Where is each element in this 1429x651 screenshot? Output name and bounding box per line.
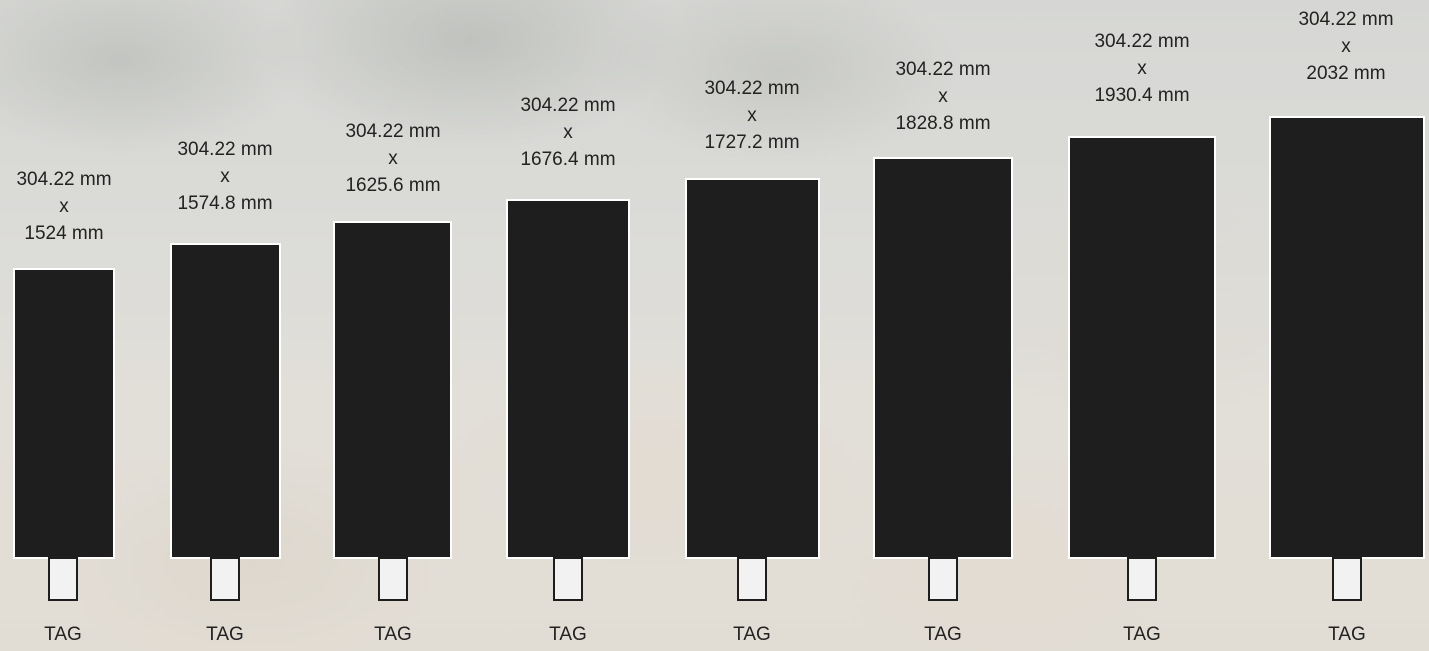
tag-label: TAG [733, 624, 771, 645]
banner-panel [1269, 116, 1425, 559]
size-label: 304.22 mm x 1828.8 mm [895, 59, 991, 134]
banner-panel [506, 199, 630, 559]
size-label: 304.22 mm x 1727.2 mm [704, 78, 800, 153]
size-label: 304.22 mm x 1625.6 mm [345, 121, 441, 196]
tag-box [378, 557, 408, 601]
tag-box [928, 557, 958, 601]
tag-box [1332, 557, 1362, 601]
tag-label: TAG [206, 624, 244, 645]
tag-box [210, 557, 240, 601]
tag-box [553, 557, 583, 601]
banner-panel [170, 243, 281, 559]
banner-panel [685, 178, 820, 559]
banner-panel [333, 221, 452, 559]
tag-label: TAG [374, 624, 412, 645]
size-label: 304.22 mm x 1930.4 mm [1094, 31, 1190, 106]
banner-panel [1068, 136, 1216, 559]
size-label: 304.22 mm x 1524 mm [16, 169, 112, 244]
tag-box [1127, 557, 1157, 601]
tag-box [48, 557, 78, 601]
tag-label: TAG [1328, 624, 1366, 645]
size-label: 304.22 mm x 2032 mm [1298, 9, 1394, 84]
tag-label: TAG [549, 624, 587, 645]
size-label: 304.22 mm x 1676.4 mm [520, 95, 616, 170]
tag-label: TAG [924, 624, 962, 645]
banner-panel [13, 268, 115, 559]
banner-panel [873, 157, 1013, 559]
tag-box [737, 557, 767, 601]
size-label: 304.22 mm x 1574.8 mm [177, 139, 273, 214]
tag-label: TAG [44, 624, 82, 645]
tag-label: TAG [1123, 624, 1161, 645]
